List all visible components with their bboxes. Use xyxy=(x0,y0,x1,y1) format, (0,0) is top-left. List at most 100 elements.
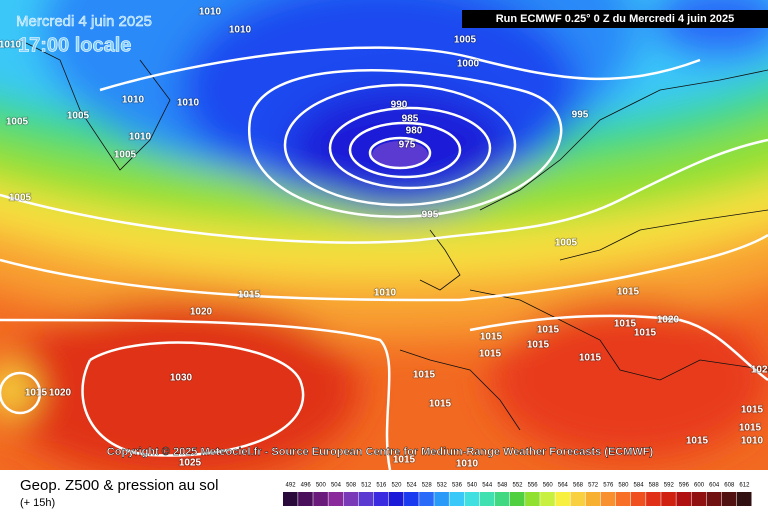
colorbar-swatch xyxy=(388,492,404,506)
isobar-label: 1015 xyxy=(537,325,560,336)
colorbar-tick: 596 xyxy=(679,483,690,489)
colorbar-swatch xyxy=(540,492,555,506)
isobar-label: 1020 xyxy=(751,365,768,376)
isobar-label: 985 xyxy=(402,114,419,125)
isobar-label: 1015 xyxy=(25,388,48,399)
colorbar-tick: 504 xyxy=(331,483,342,489)
isobar-label: 1005 xyxy=(555,238,578,249)
isobars xyxy=(0,46,768,470)
colorbar-swatch xyxy=(736,492,752,506)
isobar-label: 1015 xyxy=(579,353,602,364)
colorbar-tick: 524 xyxy=(407,483,418,489)
isobar-label: 1010 xyxy=(0,40,22,51)
colorbar-tick: 532 xyxy=(437,483,448,489)
footer-title: Geop. Z500 & pression au sol xyxy=(20,477,218,494)
colorbar-tick: 576 xyxy=(603,483,614,489)
colorbar-tick: 544 xyxy=(482,483,493,489)
isobar-label: 1025 xyxy=(179,458,202,469)
isobar-label: 1005 xyxy=(9,193,32,204)
colorbar-swatch xyxy=(464,492,480,506)
colorbar-swatch xyxy=(313,492,328,506)
isobar-label: 1010 xyxy=(199,7,222,18)
isobar-label: 1030 xyxy=(170,373,193,384)
colorbar-swatch xyxy=(706,492,722,506)
colorbar-swatch xyxy=(434,492,449,506)
isobar-label: 1015 xyxy=(413,370,436,381)
colorbar-tick: 608 xyxy=(724,483,735,489)
isobar-label: 1015 xyxy=(479,349,502,360)
colorbar-tick: 612 xyxy=(739,483,750,489)
isobar-label: 1010 xyxy=(129,132,152,143)
colorbar-swatch xyxy=(419,492,434,506)
colorbar-swatch xyxy=(494,492,510,506)
run-box xyxy=(462,10,768,28)
isobar-label: 1020 xyxy=(49,388,72,399)
colorbar-tick: 568 xyxy=(573,483,584,489)
isobar-label: 1015 xyxy=(429,399,452,410)
isobar-label: 1010 xyxy=(741,436,764,447)
isobar-label: 995 xyxy=(572,110,589,121)
colorbar-swatch xyxy=(630,492,646,506)
colorbar-swatch xyxy=(676,492,691,506)
isobar-label: 1015 xyxy=(480,332,503,343)
colorbar-swatch xyxy=(585,492,601,506)
isobar-label: 975 xyxy=(399,140,416,151)
isobar-label: 990 xyxy=(391,100,408,111)
colorbar-tick: 580 xyxy=(618,483,629,489)
colorbar-tick: 572 xyxy=(588,483,599,489)
isobar-label: 980 xyxy=(406,126,423,137)
colorbar-swatch xyxy=(358,492,374,506)
copyright: Copyright © 2025 Meteociel.fr - Source E… xyxy=(107,446,654,458)
colorbar-tick: 604 xyxy=(709,483,720,489)
isobar-label: 1005 xyxy=(114,150,137,161)
colorbar-swatch xyxy=(283,492,298,506)
isobar-label: 1015 xyxy=(617,287,640,298)
isobar-label: 1005 xyxy=(67,111,90,122)
colorbar-swatch xyxy=(509,492,525,506)
colorbar-tick: 536 xyxy=(452,483,463,489)
colorbar-tick: 548 xyxy=(497,483,508,489)
isobar-label: 1015 xyxy=(739,423,762,434)
colorbar-tick: 600 xyxy=(694,483,705,489)
colorbar-tick: 584 xyxy=(634,483,645,489)
colorbar-swatch xyxy=(646,492,661,506)
isobar-label: 1000 xyxy=(457,59,480,70)
colorbar-swatch xyxy=(555,492,570,506)
colorbar-swatch xyxy=(343,492,359,506)
field xyxy=(0,0,768,470)
colorbar-swatch xyxy=(721,492,737,506)
isobar-label: 1010 xyxy=(456,459,479,470)
colorbar-tick: 520 xyxy=(391,483,402,489)
colorbar-swatch xyxy=(328,492,344,506)
colorbar-tick: 564 xyxy=(558,483,569,489)
colorbar-swatch xyxy=(615,492,631,506)
isobar-label: 1020 xyxy=(657,315,680,326)
isobar-label: 1005 xyxy=(6,117,29,128)
isobar-label: 1015 xyxy=(393,455,416,466)
colorbar-tick: 540 xyxy=(467,483,478,489)
isobar-label: 1015 xyxy=(527,340,550,351)
isobar-label: 1010 xyxy=(374,288,397,299)
isobar-label: 1010 xyxy=(229,25,252,36)
colorbar-tick: 552 xyxy=(512,483,523,489)
isobar-label: 1005 xyxy=(454,35,477,46)
local-time: 17:00 locale xyxy=(18,34,131,56)
isobar-label: 995 xyxy=(422,210,439,221)
colorbar-tick: 556 xyxy=(528,483,539,489)
colorbar-swatch xyxy=(691,492,707,506)
colorbar-tick: 492 xyxy=(286,483,297,489)
colorbar-tick: 512 xyxy=(361,483,372,489)
colorbar-swatch xyxy=(298,492,313,506)
colorbar-swatch xyxy=(449,492,465,506)
forecast-lead: (+ 15h) xyxy=(20,497,55,509)
colorbar-tick: 528 xyxy=(422,483,433,489)
colorbar-tick: 500 xyxy=(316,483,327,489)
colorbar-tick: 496 xyxy=(301,483,312,489)
colorbar-swatch xyxy=(570,492,586,506)
isobar-label: 1010 xyxy=(122,95,145,106)
isobar-label: 1020 xyxy=(190,307,213,318)
colorbar-swatch xyxy=(661,492,676,506)
colorbar-swatch xyxy=(479,492,495,506)
isobar-label: 1015 xyxy=(238,290,261,301)
colorbar-tick: 560 xyxy=(543,483,554,489)
